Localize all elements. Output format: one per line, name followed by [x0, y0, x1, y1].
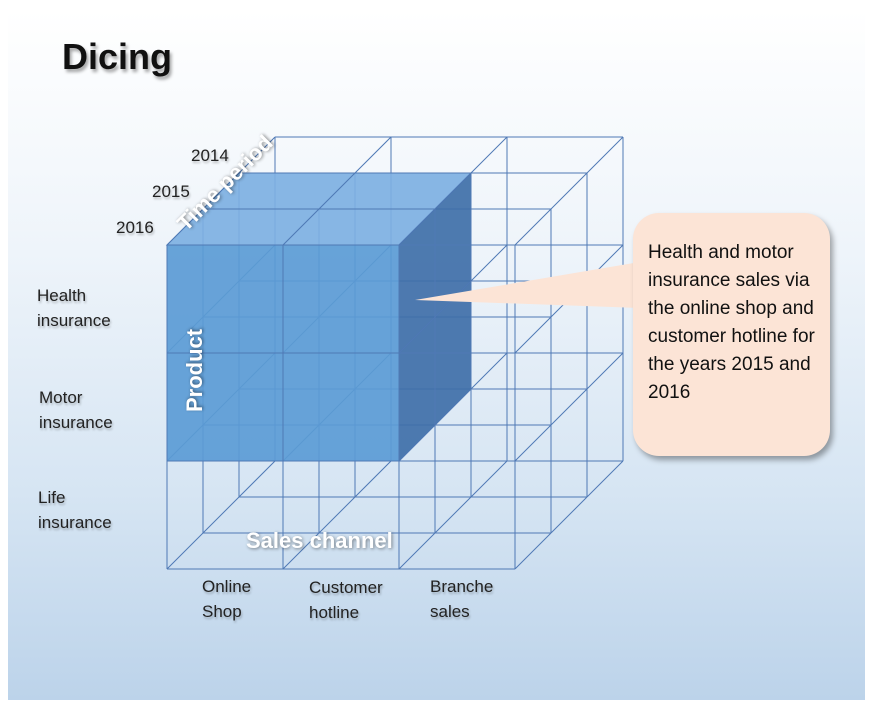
callout-bubble	[633, 213, 830, 456]
cube-edge	[514, 532, 552, 570]
cube-edge	[398, 532, 436, 570]
slide-title: Dicing	[62, 36, 173, 77]
channel-label-customer-hotline: Customer hotline	[309, 578, 383, 622]
channel-label-branche-sales: Branche sales	[430, 577, 494, 621]
cube-edge	[282, 532, 320, 570]
cube-edge	[318, 496, 356, 534]
cube-edge	[202, 496, 240, 534]
diced-subcube	[165, 171, 473, 463]
cube-edge	[238, 136, 276, 174]
cube-edge	[238, 460, 276, 498]
axis-title-sales-channel: Sales channel	[246, 528, 393, 553]
cube-edge	[586, 352, 624, 390]
cube-edge	[354, 460, 392, 498]
cube-edge	[470, 352, 508, 390]
cube-edge	[514, 208, 552, 246]
cube-edge	[470, 460, 508, 498]
cube-edge	[550, 172, 588, 210]
cube-edge	[470, 136, 508, 174]
axis-title-product: Product	[182, 328, 207, 412]
callout-text: Health and motor insurance sales via the…	[648, 242, 815, 403]
year-label-2016: 2016	[116, 218, 154, 237]
cube-edge	[166, 532, 204, 570]
cube-edge	[470, 244, 508, 282]
cube-edge	[354, 136, 392, 174]
cube-edge	[586, 460, 624, 498]
product-label-health: Health insurance	[37, 286, 111, 330]
cube-edge	[586, 136, 624, 174]
year-label-2014: 2014	[191, 146, 229, 165]
cube-edge	[514, 424, 552, 462]
cube-edge	[550, 496, 588, 534]
cube-edge	[550, 388, 588, 426]
cube-edge	[434, 496, 472, 534]
year-label-2015: 2015	[152, 182, 190, 201]
cube-edge	[514, 316, 552, 354]
channel-label-online-shop: Online Shop	[202, 577, 252, 621]
product-label-motor: Motor insurance	[39, 388, 113, 432]
product-label-life: Life insurance	[38, 488, 112, 532]
callout-pointer	[415, 262, 640, 308]
